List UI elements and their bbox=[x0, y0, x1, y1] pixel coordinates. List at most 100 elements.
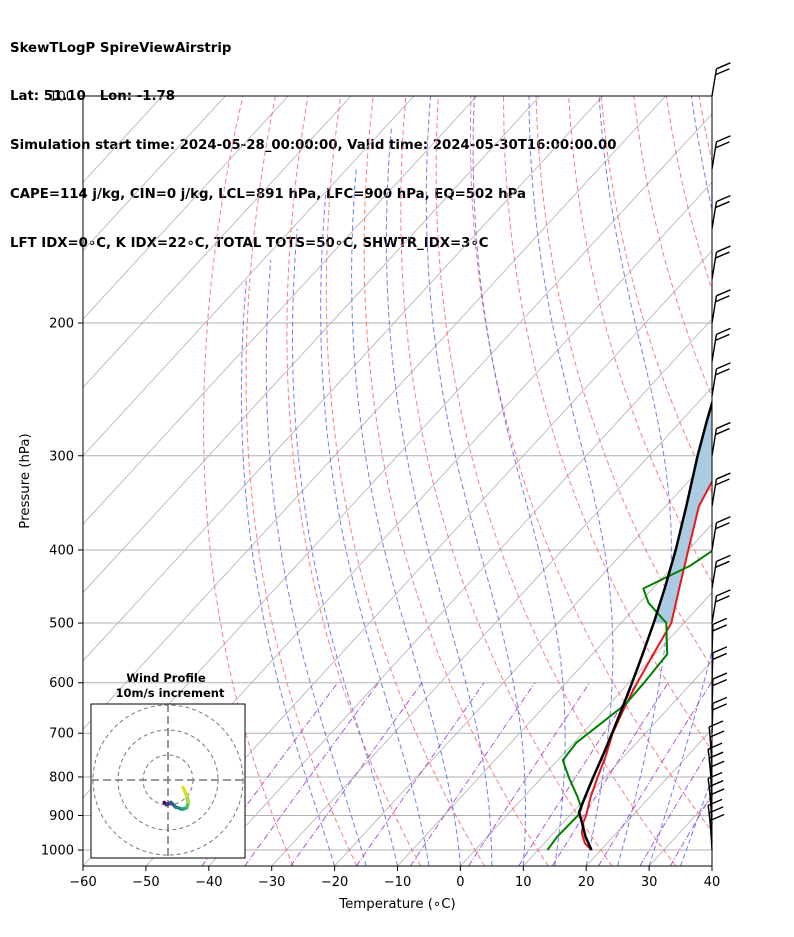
mixing-ratio-line bbox=[639, 744, 712, 866]
isotherm-line bbox=[145, 250, 712, 866]
isotherm-line bbox=[83, 96, 289, 320]
mixing-ratio-line bbox=[597, 682, 712, 866]
y-tick-label: 900 bbox=[49, 809, 74, 824]
dry-adiabat-line bbox=[535, 96, 712, 669]
wind-barb bbox=[711, 672, 728, 709]
barb-flag bbox=[715, 200, 730, 209]
wind-barb bbox=[711, 62, 731, 97]
moist-adiabat-line bbox=[472, 96, 566, 866]
barb-flag bbox=[715, 141, 730, 149]
barb-flag bbox=[712, 696, 728, 704]
mixing-ratio-line bbox=[468, 682, 591, 866]
barb-staff bbox=[711, 334, 718, 362]
x-tick-label: 30 bbox=[641, 875, 658, 890]
barb-staff bbox=[711, 703, 714, 734]
isotherm-line bbox=[397, 523, 712, 866]
barb-flag bbox=[715, 522, 730, 530]
barb-flag bbox=[716, 554, 731, 562]
barb-flag bbox=[715, 595, 730, 603]
isotherm-line bbox=[83, 96, 226, 252]
isotherm-line bbox=[523, 660, 712, 866]
barb-flag bbox=[712, 679, 727, 687]
barb-flag bbox=[716, 589, 731, 597]
barb-staff bbox=[711, 295, 718, 324]
dewpoint-line bbox=[546, 549, 712, 851]
y-axis-label: Pressure (hPa) bbox=[18, 433, 33, 528]
dry-adiabat-line bbox=[286, 96, 422, 866]
wind-barb bbox=[711, 135, 731, 170]
isotherm-line bbox=[460, 591, 712, 866]
y-tick-label: 1000 bbox=[41, 844, 74, 859]
barb-staff bbox=[711, 368, 718, 397]
wind-barb bbox=[711, 554, 731, 589]
x-axis-label: Temperature (∘C) bbox=[338, 897, 455, 912]
x-tick-label: 0 bbox=[456, 875, 464, 890]
isotherm-line bbox=[83, 96, 478, 525]
barb-flag bbox=[712, 672, 728, 680]
x-tick-label: −30 bbox=[258, 875, 285, 890]
y-tick-label: 700 bbox=[49, 727, 74, 742]
x-tick-label: −60 bbox=[69, 875, 96, 890]
dry-adiabat-line bbox=[503, 96, 712, 752]
stability-indices-line: CAPE=114 j/kg, CIN=0 j/kg, LCL=891 hPa, … bbox=[10, 187, 527, 203]
barb-flag bbox=[715, 295, 730, 303]
barb-flag bbox=[708, 720, 724, 728]
mixing-ratio-line bbox=[518, 682, 638, 866]
mixing-ratio-line bbox=[551, 682, 669, 866]
moist-adiabat-line bbox=[320, 194, 430, 866]
isotherm-line bbox=[585, 728, 712, 866]
barb-flag bbox=[716, 362, 731, 370]
inset-subtitle: 10m/s increment bbox=[116, 686, 225, 700]
barb-flag bbox=[716, 327, 731, 336]
x-tick-label: −50 bbox=[132, 875, 159, 890]
barb-staff bbox=[708, 726, 713, 756]
dry-adiabat-line bbox=[698, 96, 712, 163]
wind-barb bbox=[711, 245, 731, 280]
mixing-ratio-line bbox=[244, 682, 379, 866]
dry-adiabat-line bbox=[568, 96, 712, 584]
barb-flag bbox=[715, 478, 730, 486]
wind-barb bbox=[711, 472, 731, 507]
moist-adiabat-line bbox=[598, 96, 672, 866]
barb-staff bbox=[711, 624, 714, 655]
dry-adiabat-line bbox=[764, 96, 794, 866]
barb-flag bbox=[716, 135, 731, 143]
x-tick-label: 20 bbox=[578, 875, 595, 890]
wind-barbs bbox=[707, 62, 731, 851]
mixing-ratio-line bbox=[409, 682, 536, 866]
chart-title: SkewTLogP SpireViewAirstrip bbox=[10, 40, 232, 56]
index-summary-line: LFT IDX=0∘C, K IDX=22∘C, TOTAL TOTS=50∘C… bbox=[10, 236, 489, 252]
wind-barb bbox=[711, 194, 731, 229]
dry-adiabat-line bbox=[203, 96, 294, 866]
barb-flag bbox=[716, 516, 731, 524]
parcel-line bbox=[577, 398, 712, 851]
inset-title: Wind Profile bbox=[126, 671, 206, 685]
wind-barb bbox=[711, 589, 731, 624]
barb-staff bbox=[711, 595, 718, 624]
barb-flag bbox=[709, 730, 725, 738]
barb-flag bbox=[715, 333, 730, 341]
dry-adiabat-line bbox=[363, 96, 549, 866]
y-tick-label: 800 bbox=[49, 770, 74, 785]
wind-barb bbox=[711, 289, 731, 324]
temperature-line bbox=[580, 479, 712, 851]
barb-flag bbox=[712, 617, 728, 626]
x-tick-label: −40 bbox=[195, 875, 222, 890]
mixing-ratio-line bbox=[669, 793, 712, 866]
y-tick-label: 600 bbox=[49, 676, 74, 691]
profile-lines bbox=[546, 398, 712, 851]
barb-flag bbox=[712, 646, 728, 654]
wind-barb bbox=[711, 646, 728, 683]
wind-barb bbox=[711, 362, 731, 397]
inset-content bbox=[91, 704, 245, 858]
barb-staff bbox=[711, 141, 718, 170]
y-tick-label: 400 bbox=[49, 543, 74, 558]
barb-staff bbox=[711, 68, 718, 97]
barb-flag bbox=[715, 427, 730, 436]
barb-staff bbox=[711, 679, 714, 709]
barb-flag bbox=[716, 421, 731, 430]
barb-flag bbox=[715, 560, 730, 568]
isotherm-line bbox=[775, 96, 794, 866]
dry-adiabat-line bbox=[325, 96, 485, 866]
